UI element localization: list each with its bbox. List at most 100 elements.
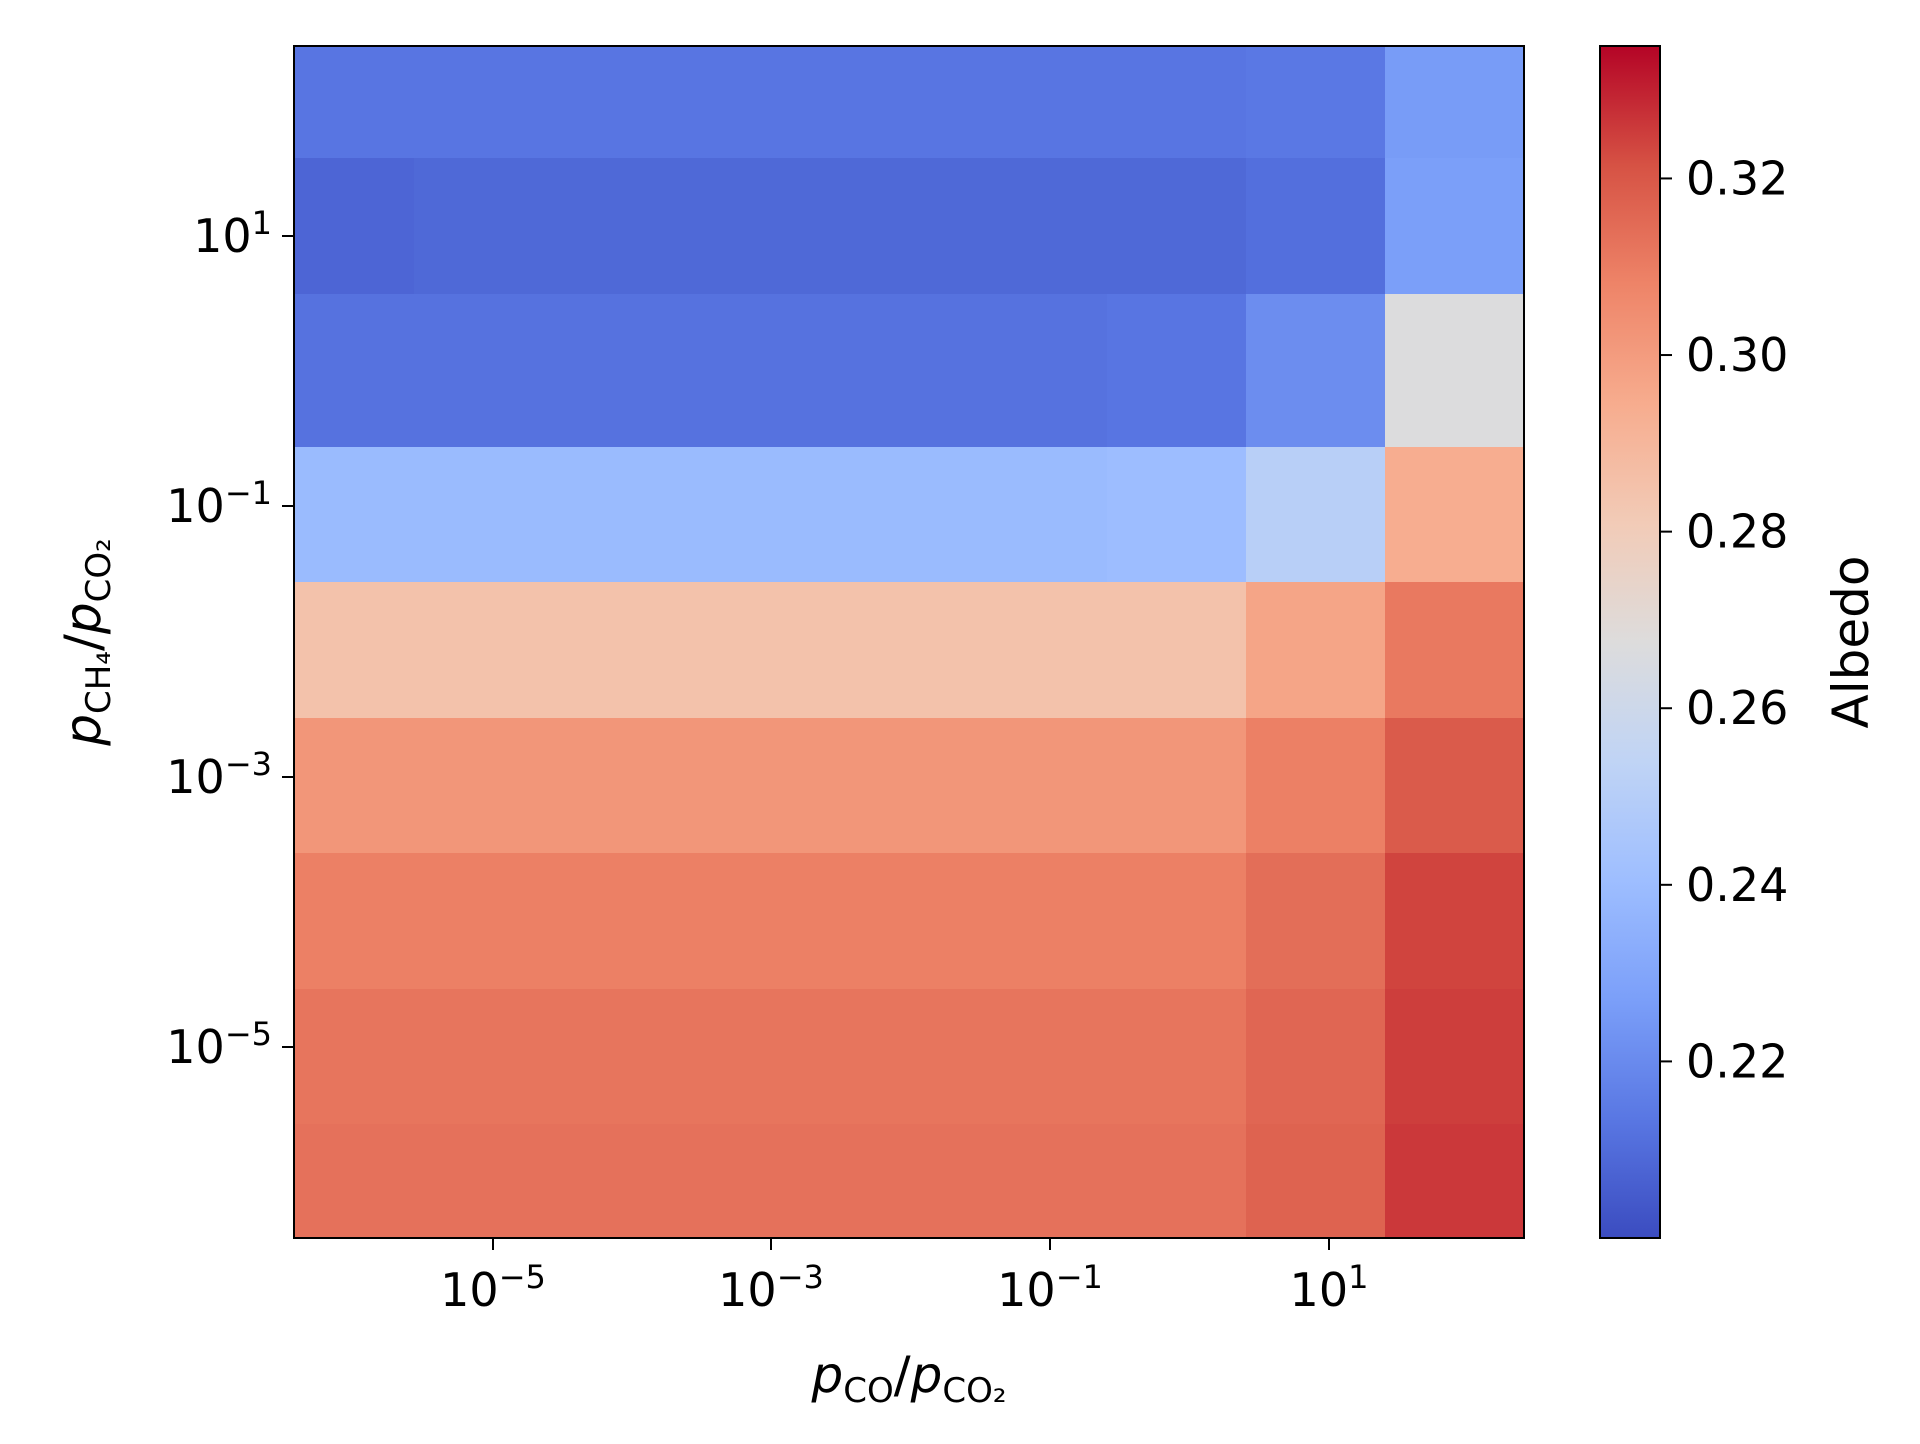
heatmap-cell [968,1124,1108,1239]
heatmap-cell [552,294,692,448]
heatmap-cell [691,158,831,295]
heatmap-cell [414,582,553,719]
colorbar-tick-label: 0.24 [1686,858,1788,912]
x-tick-label: 10−3 [718,1258,824,1317]
heatmap-cell [691,853,831,990]
heatmap-cell [1246,582,1386,719]
y-tick-label: 10−3 [166,745,272,804]
y-axis-label: pCH₄/pCO₂ [54,538,119,746]
heatmap-cell [552,447,692,583]
heatmap-cell [414,294,553,448]
heatmap-cell [691,718,831,854]
heatmap-cell [691,447,831,583]
heatmap-cell [552,582,692,719]
heatmap-cell [294,853,415,990]
heatmap-cell [830,853,969,990]
heatmap-cell [552,46,692,159]
heatmap-cell [294,447,415,583]
heatmap-cell [830,582,969,719]
heatmap-cell [830,46,969,159]
heatmap-cell [1107,1124,1247,1239]
heatmap-cells [294,46,1525,1239]
heatmap-cell [691,46,831,159]
heatmap-cell [294,582,415,719]
heatmap-cell [552,1124,692,1239]
colorbar-tick-label: 0.30 [1686,328,1788,382]
heatmap-cell [414,718,553,854]
colorbar-tick-label: 0.28 [1686,505,1788,559]
heatmap-cell [1107,989,1247,1125]
x-tick-label: 10−1 [997,1258,1103,1317]
heatmap-cell [691,989,831,1125]
heatmap-cell [1385,853,1525,990]
heatmap-cell [1246,294,1386,448]
heatmap-cell [1246,989,1386,1125]
y-axis-label-text: pCH₄/pCO₂ [54,538,119,746]
heatmap-cell [1385,46,1525,159]
heatmap-cell [552,989,692,1125]
heatmap-cell [1246,853,1386,990]
heatmap-cell [294,718,415,854]
heatmap-cell [294,989,415,1125]
heatmap-cell [1246,158,1386,295]
heatmap-cell [830,1124,969,1239]
heatmap-cell [1385,989,1525,1125]
heatmap-cell [1246,447,1386,583]
heatmap-cell [414,447,553,583]
heatmap-cell [414,853,553,990]
heatmap-cell [1385,158,1525,295]
heatmap-cell [968,46,1108,159]
x-tick-label: 101 [1290,1258,1369,1317]
heatmap-cell [968,158,1108,295]
colorbar-tick-label: 0.32 [1686,151,1788,205]
heatmap-cell [691,294,831,448]
heatmap-cell [294,1124,415,1239]
x-tick-label: 10−5 [440,1258,546,1317]
heatmap-cell [1246,1124,1386,1239]
heatmap-cell [830,718,969,854]
heatmap-cell [1107,447,1247,583]
heatmap-cell [968,582,1108,719]
heatmap-cell [294,294,415,448]
heatmap-cell [968,853,1108,990]
heatmap-cell [968,718,1108,854]
heatmap-cell [830,989,969,1125]
heatmap-cell [830,294,969,448]
colorbar [1599,45,1661,1239]
heatmap-cell [1107,158,1247,295]
heatmap-cell [1385,582,1525,719]
heatmap-cell [1385,294,1525,448]
heatmap-cell [1385,447,1525,583]
heatmap-cell [968,989,1108,1125]
y-tick-label: 10−5 [166,1015,272,1074]
heatmap-cell [1107,853,1247,990]
colorbar-tick-label: 0.26 [1686,681,1788,735]
x-axis-ticks: 10−5 10−3 10−1 101 [440,1238,1368,1317]
y-tick-label: 101 [193,204,272,263]
heatmap-cell [830,447,969,583]
y-axis-ticks: 10−5 10−3 10−1 101 [166,204,294,1074]
heatmap-cell [691,582,831,719]
heatmap-cell [552,718,692,854]
heatmap-cell [1107,718,1247,854]
heatmap-cell [1246,46,1386,159]
heatmap-cell [1246,718,1386,854]
heatmap-cell [830,158,969,295]
heatmap-cell [1107,582,1247,719]
heatmap-cell [968,294,1108,448]
heatmap-cell [414,46,553,159]
x-axis-label: pCO/pCO₂ [810,1346,1006,1411]
heatmap-cell [294,158,415,295]
x-axis-label-text: pCO/pCO₂ [810,1346,1006,1411]
y-tick-label: 10−1 [166,474,272,533]
heatmap-cell [1107,46,1247,159]
heatmap-cell [968,447,1108,583]
colorbar-label: Albedo [1822,556,1880,729]
heatmap-cell [1385,1124,1525,1239]
heatmap-cell [552,853,692,990]
heatmap-cell [552,158,692,295]
colorbar-tick-label: 0.22 [1686,1034,1788,1088]
heatmap-cell [414,1124,553,1239]
